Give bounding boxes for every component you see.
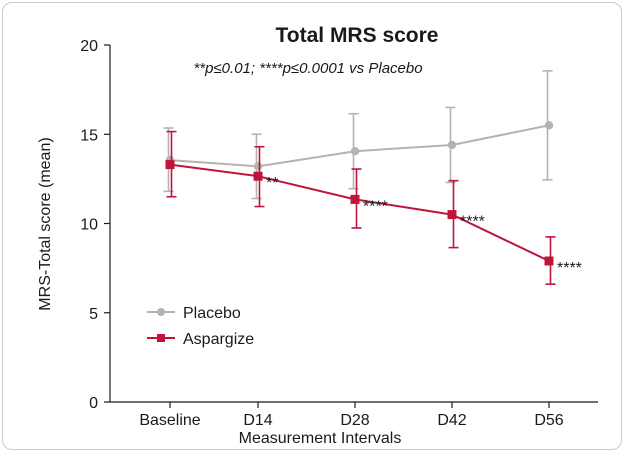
significance-label: **** [460,214,485,231]
data-point [253,171,263,181]
x-ticks: Baseline D14 D28 D42 D56 [139,402,564,429]
chart-title: Total MRS score [276,24,439,47]
series-placebo [163,70,554,200]
y-tick-label: 10 [80,217,98,234]
data-point [544,121,554,130]
x-tick-label-d42: D42 [437,412,466,429]
data-point [253,162,263,171]
data-point [165,160,175,170]
series-line-aspargize [169,163,550,262]
y-tick-label: 5 [89,306,98,323]
legend-marker-placebo [157,308,165,316]
legend-label-placebo: Placebo [183,305,241,322]
y-tick-label: 15 [80,127,98,144]
data-point [350,147,360,156]
x-axis-label: Measurement Intervals [239,430,402,447]
significance-label: **** [557,260,582,277]
y-tick-label: 0 [89,395,98,412]
legend-marker-aspargize [157,334,165,342]
legend-item-placebo[interactable]: Placebo [147,305,241,322]
x-tick-label-baseline: Baseline [139,412,200,429]
significance-label: **** [363,198,388,215]
x-tick-label-d28: D28 [340,412,369,429]
x-tick-label-d56: D56 [534,412,563,429]
y-axis-label: MRS-Total score (mean) [37,137,54,310]
data-point [544,256,554,266]
data-point [350,194,360,204]
chart-subtitle: **p≤0.01; ****p≤0.0001 vs Placebo [193,60,422,77]
series-layer: ************** [163,70,582,285]
significance-label: ** [266,175,278,192]
legend: Placebo Aspargize [147,305,254,348]
series-aspargize: ************** [165,130,582,285]
y-tick-label: 20 [80,38,98,55]
series-line-placebo [169,124,550,168]
legend-label-aspargize: Aspargize [183,331,254,348]
data-point [447,210,457,220]
x-tick-label-d14: D14 [243,412,272,429]
legend-item-aspargize[interactable]: Aspargize [147,331,254,348]
data-point [447,140,457,150]
y-ticks: 0 5 10 15 20 [80,38,110,412]
chart-frame [2,2,622,450]
